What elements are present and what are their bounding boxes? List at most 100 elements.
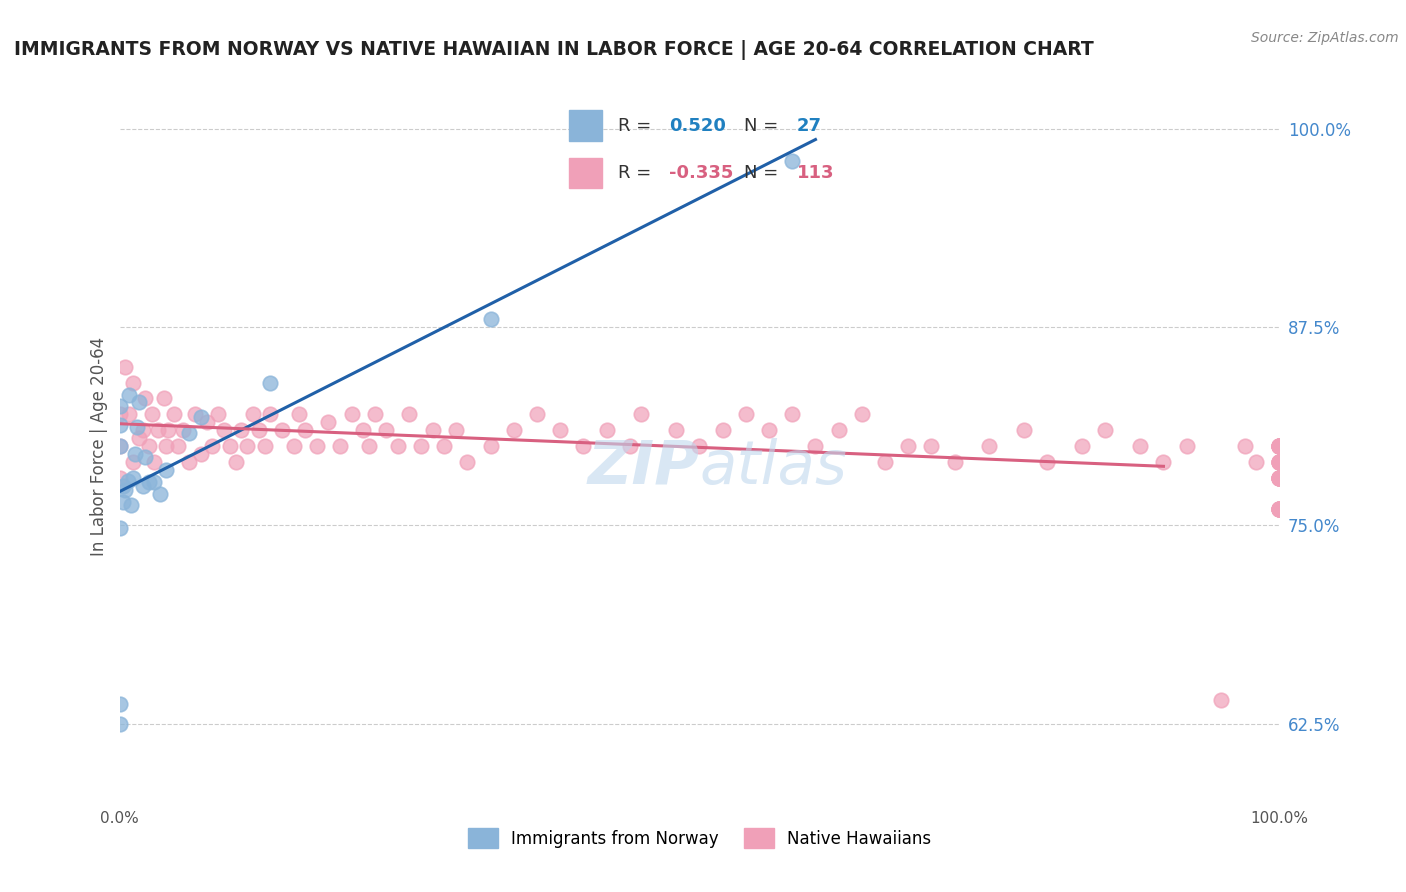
Text: R =: R = <box>619 117 657 135</box>
Point <box>253 439 276 453</box>
Point <box>166 439 188 453</box>
Point <box>122 455 145 469</box>
Point <box>108 521 131 535</box>
Point <box>177 426 201 441</box>
Point <box>1268 502 1291 516</box>
Point <box>305 439 328 453</box>
Point <box>1071 439 1094 453</box>
Point <box>231 423 253 437</box>
Text: atlas: atlas <box>700 438 848 497</box>
Point <box>132 423 155 437</box>
Point <box>201 439 224 453</box>
Point <box>242 407 264 421</box>
Point <box>118 407 141 421</box>
Text: N =: N = <box>744 164 783 182</box>
Point <box>108 439 131 453</box>
Point <box>108 407 131 421</box>
Point <box>411 439 433 453</box>
Point <box>357 439 380 453</box>
Point <box>1129 439 1152 453</box>
Point <box>190 410 212 425</box>
Point <box>118 388 141 402</box>
Point <box>1268 439 1291 453</box>
Point <box>1036 455 1059 469</box>
Point <box>375 423 398 437</box>
Point <box>225 455 247 469</box>
Point <box>1268 502 1291 516</box>
Text: IMMIGRANTS FROM NORWAY VS NATIVE HAWAIIAN IN LABOR FORCE | AGE 20-64 CORRELATION: IMMIGRANTS FROM NORWAY VS NATIVE HAWAIIA… <box>14 40 1094 60</box>
Point <box>1268 471 1291 485</box>
Point <box>108 400 131 414</box>
Point <box>111 478 134 492</box>
Point <box>122 471 145 485</box>
Point <box>550 423 572 437</box>
Point <box>630 407 652 421</box>
Text: 27: 27 <box>797 117 821 135</box>
Point <box>711 423 734 437</box>
Point <box>141 407 163 421</box>
Point <box>1268 439 1291 453</box>
Point <box>782 407 804 421</box>
Point <box>1014 423 1036 437</box>
Point <box>190 447 212 461</box>
Point <box>433 439 456 453</box>
Text: N =: N = <box>744 117 783 135</box>
Point <box>1094 423 1116 437</box>
Point <box>1153 455 1175 469</box>
Point <box>212 423 235 437</box>
Point <box>782 153 804 168</box>
Point <box>108 716 131 731</box>
Point <box>288 407 311 421</box>
Point <box>146 423 169 437</box>
Point <box>596 423 619 437</box>
Point <box>1268 455 1291 469</box>
Point <box>1268 471 1291 485</box>
Point <box>921 439 943 453</box>
Point <box>1268 502 1291 516</box>
Point <box>120 498 142 512</box>
Point <box>1233 439 1256 453</box>
Point <box>155 463 177 477</box>
Point <box>827 423 849 437</box>
Point <box>1268 439 1291 453</box>
Point <box>318 415 340 429</box>
Point <box>143 475 166 490</box>
Point <box>851 407 873 421</box>
Point <box>1268 471 1291 485</box>
Point <box>124 447 146 461</box>
Point <box>689 439 711 453</box>
Point <box>259 376 281 390</box>
Point <box>352 423 374 437</box>
Point <box>218 439 240 453</box>
Point <box>259 407 281 421</box>
Point <box>1268 471 1291 485</box>
Point <box>398 407 420 421</box>
Point <box>114 359 136 374</box>
Point <box>1268 471 1291 485</box>
Point <box>117 474 139 488</box>
Legend: Immigrants from Norway, Native Hawaiians: Immigrants from Norway, Native Hawaiians <box>461 822 938 855</box>
Point <box>329 439 352 453</box>
Point <box>943 455 966 469</box>
Point <box>456 455 478 469</box>
Point <box>125 420 148 434</box>
Point <box>979 439 1001 453</box>
Point <box>1268 439 1291 453</box>
Point <box>444 423 467 437</box>
Point <box>134 392 156 406</box>
Point <box>143 455 166 469</box>
Point <box>875 455 897 469</box>
Point <box>526 407 548 421</box>
Point <box>157 423 180 437</box>
Text: ZIP: ZIP <box>588 438 700 497</box>
FancyBboxPatch shape <box>568 111 602 141</box>
Point <box>283 439 305 453</box>
Point <box>149 486 172 500</box>
Point <box>236 439 259 453</box>
Point <box>804 439 827 453</box>
Point <box>152 392 174 406</box>
Point <box>1268 439 1291 453</box>
Point <box>163 407 186 421</box>
Point <box>195 415 218 429</box>
Point <box>207 407 229 421</box>
